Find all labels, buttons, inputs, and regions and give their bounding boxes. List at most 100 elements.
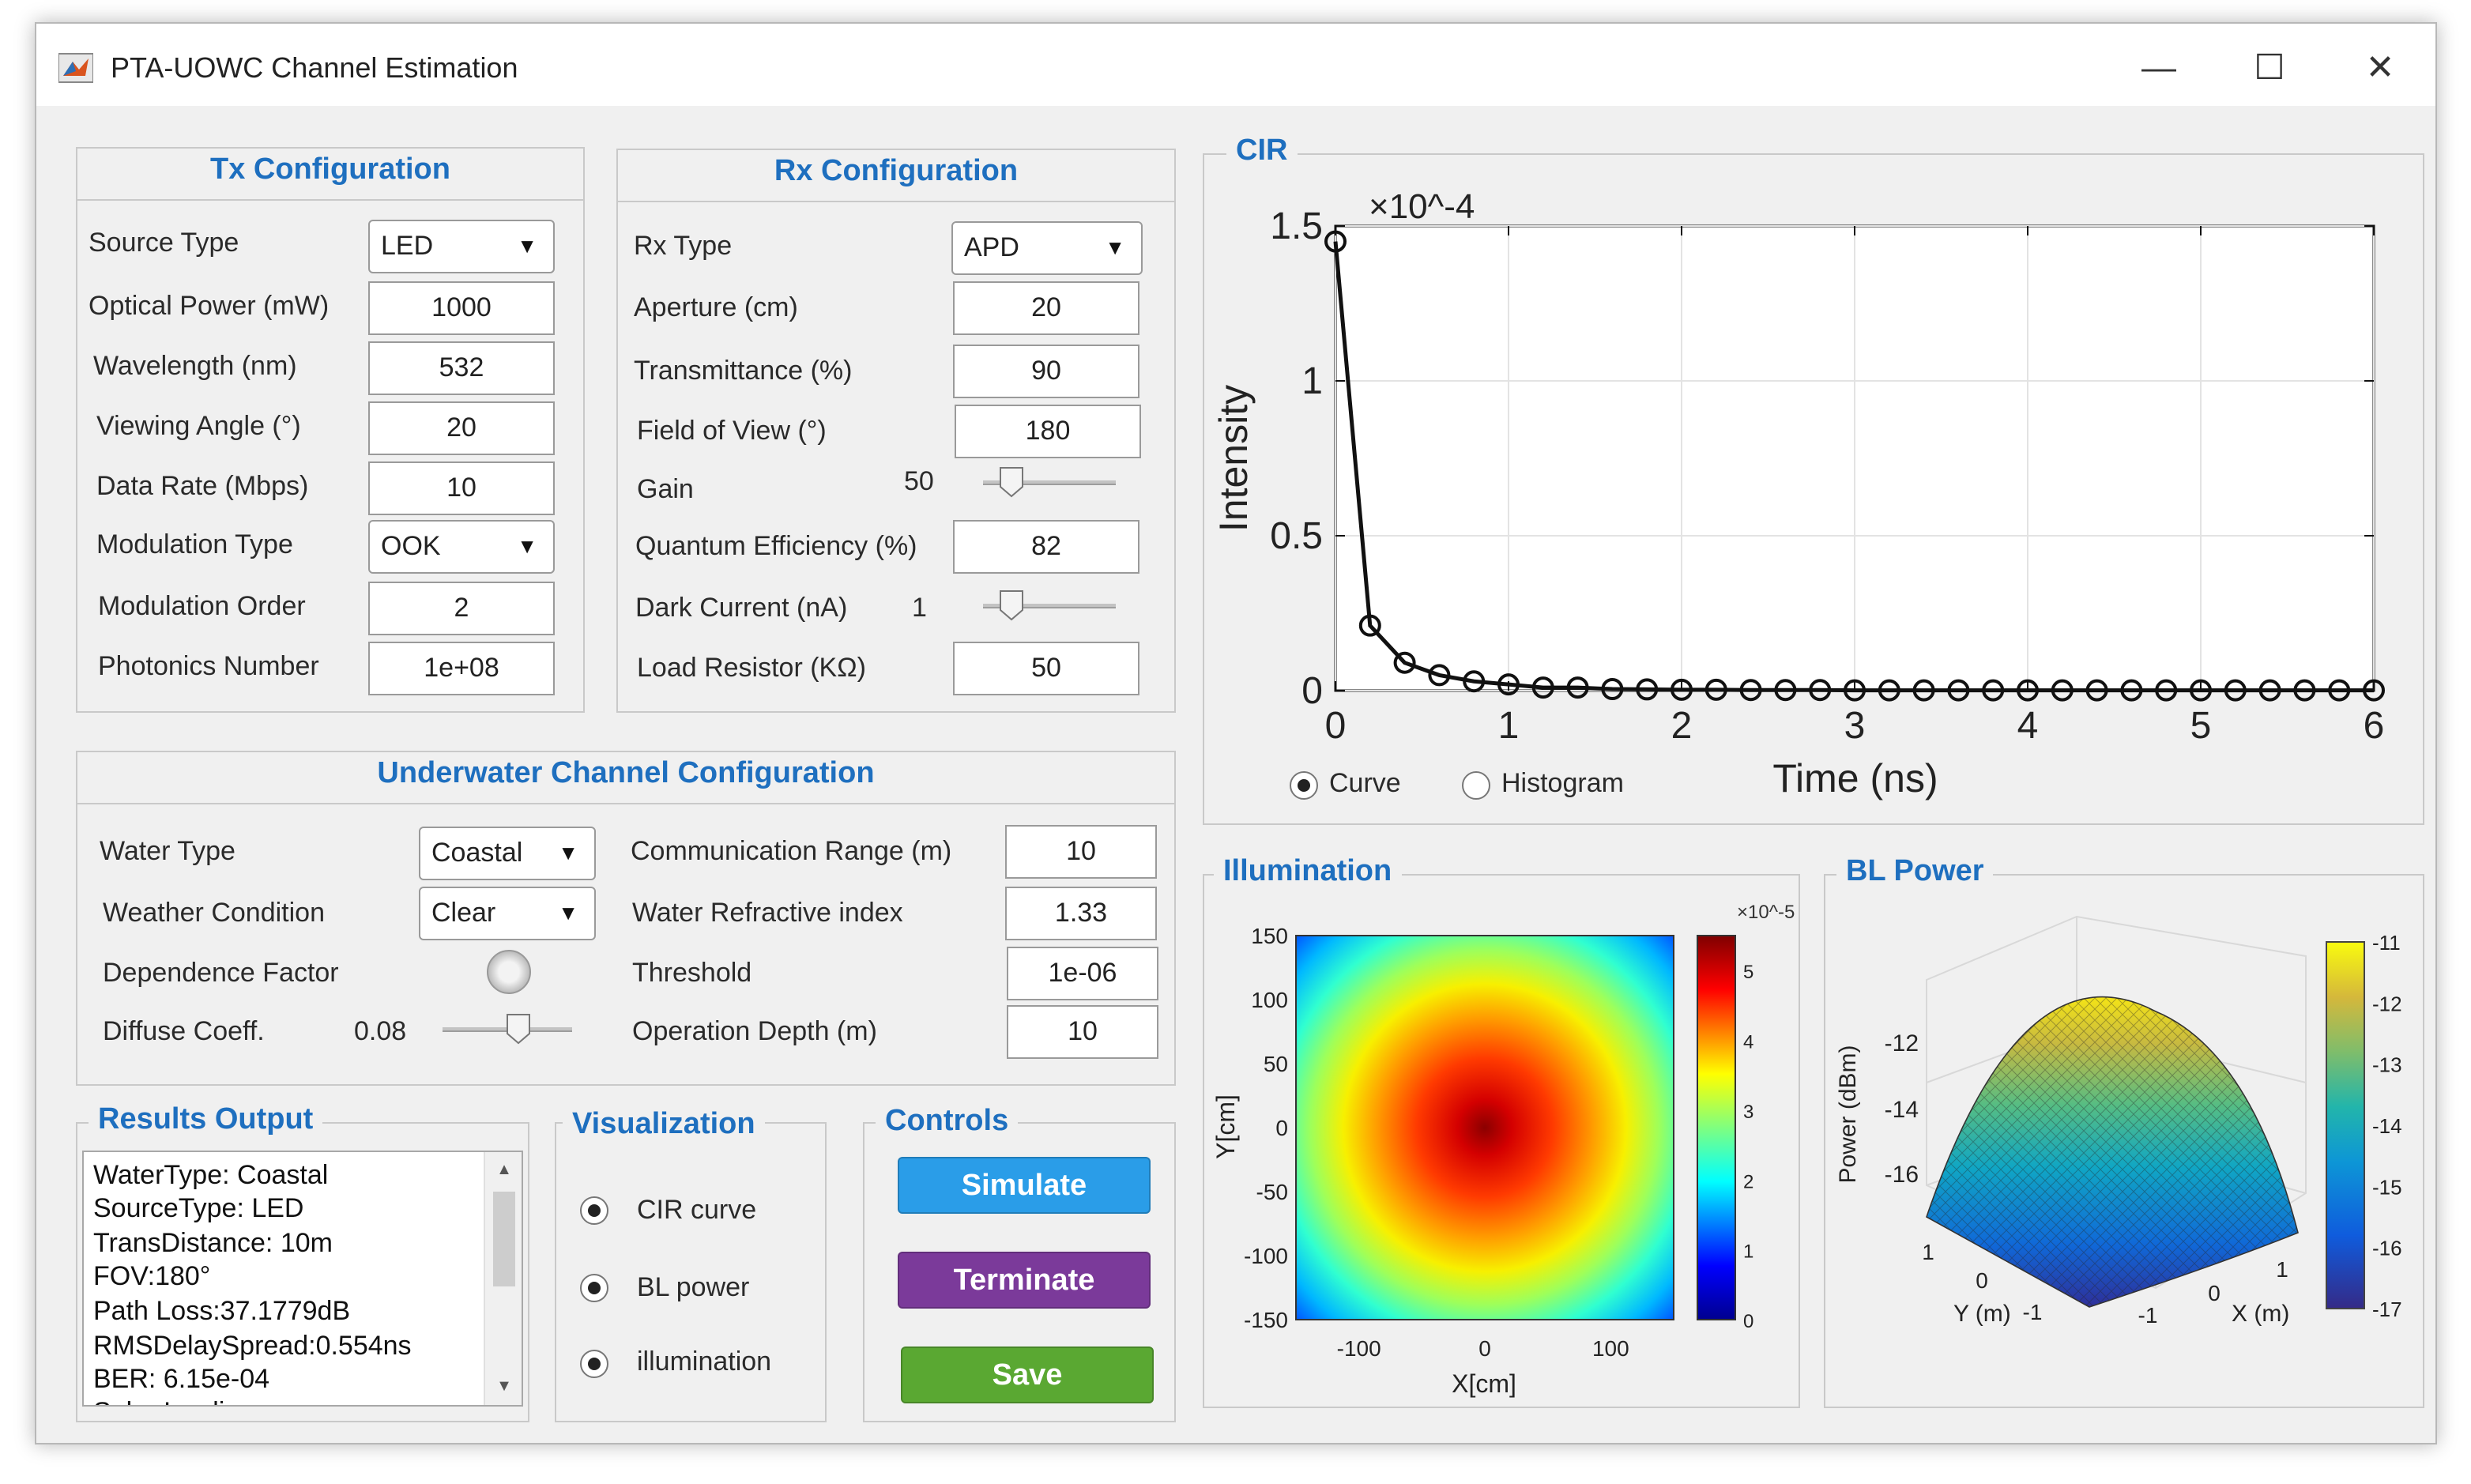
illum-ylabel: Y[cm] xyxy=(1211,1094,1240,1159)
bl-colorbar-tick-label: -12 xyxy=(2372,992,2402,1015)
save-button[interactable]: Save xyxy=(901,1347,1154,1403)
colorbar-tick-label: 5 xyxy=(1743,962,1753,983)
cir-chart: 0 1 2 3 4 5 6 0 0.5 1 1.5 ×10^-4 Intensity Time (n… xyxy=(1211,187,2385,800)
cir-x-tick-label: 4 xyxy=(2017,705,2039,747)
load-resistor-input[interactable]: 50 xyxy=(953,642,1139,695)
results-panel-title: Results Output xyxy=(89,1103,323,1138)
communication-range-input[interactable]: 10 xyxy=(1005,825,1157,879)
bl-power-radio[interactable] xyxy=(580,1274,608,1302)
close-button[interactable]: ✕ xyxy=(2365,47,2395,87)
water-type-dropdown[interactable]: Coastal ▼ xyxy=(419,827,596,880)
cir-x-tick-label: 3 xyxy=(1844,705,1866,747)
rx-type-dropdown[interactable]: APD ▼ xyxy=(951,221,1143,275)
surface-mesh xyxy=(1927,996,2298,1307)
source-type-label: Source Type xyxy=(89,228,239,258)
chevron-down-icon: ▼ xyxy=(558,841,578,864)
results-scrollbar[interactable]: ▲ ▼ xyxy=(484,1152,522,1405)
bl-y-tick-label: -1 xyxy=(2023,1300,2043,1324)
fov-input[interactable]: 180 xyxy=(955,405,1141,458)
controls-panel-title: Controls xyxy=(876,1105,1019,1139)
weather-condition-dropdown[interactable]: Clear ▼ xyxy=(419,887,596,940)
histogram-radio[interactable] xyxy=(1462,771,1490,800)
cir-data-point xyxy=(1393,651,1416,674)
operation-depth-input[interactable]: 10 xyxy=(1007,1005,1158,1059)
bl-x-tick-label: 1 xyxy=(2276,1257,2288,1282)
diffuse-coeff-label: Diffuse Coeff. xyxy=(103,1016,265,1046)
window-title: PTA-UOWC Channel Estimation xyxy=(111,52,518,84)
optical-power-input[interactable]: 1000 xyxy=(368,281,555,335)
wavelength-label: Wavelength (nm) xyxy=(93,351,297,381)
cir-xlabel: Time (ns) xyxy=(1772,756,1938,800)
cir-data-point xyxy=(1809,679,1832,702)
dark-current-slider[interactable] xyxy=(983,589,1116,621)
diffuse-coeff-slider[interactable] xyxy=(443,1013,572,1045)
wavelength-input[interactable]: 532 xyxy=(368,341,555,395)
bl-colorbar-tick-label: -13 xyxy=(2372,1053,2402,1077)
cir-data-point xyxy=(2224,679,2247,702)
optical-power-label: Optical Power (mW) xyxy=(89,291,330,321)
channel-panel-title: Underwater Channel Configuration xyxy=(377,757,875,790)
minimize-button[interactable]: — xyxy=(2141,47,2176,87)
illumination-panel-title: Illumination xyxy=(1214,855,1402,890)
simulate-button[interactable]: Simulate xyxy=(898,1157,1151,1214)
modulation-type-label: Modulation Type xyxy=(96,529,293,559)
scroll-up-icon[interactable]: ▲ xyxy=(496,1162,512,1179)
weather-condition-label: Weather Condition xyxy=(103,898,325,928)
results-line: Path Loss:37.1779dB xyxy=(93,1296,351,1326)
results-line: Solar Irradiance xyxy=(93,1397,283,1405)
dark-current-value: 1 xyxy=(912,593,927,623)
aperture-input[interactable]: 20 xyxy=(953,281,1139,335)
title-bar: PTA-UOWC Channel Estimation — ☐ ✕ xyxy=(36,24,2435,106)
colorbar-tick-label: 3 xyxy=(1743,1102,1753,1123)
slider-thumb[interactable] xyxy=(999,466,1024,498)
gain-slider[interactable] xyxy=(983,466,1116,498)
viewing-angle-input[interactable]: 20 xyxy=(368,401,555,455)
slider-thumb[interactable] xyxy=(505,1013,530,1045)
scrollbar-thumb[interactable] xyxy=(493,1192,515,1286)
source-type-dropdown[interactable]: LED ▼ xyxy=(368,220,555,273)
quantum-efficiency-input[interactable]: 82 xyxy=(953,520,1139,574)
modulation-type-dropdown[interactable]: OOK ▼ xyxy=(368,520,555,574)
quantum-efficiency-label: Quantum Efficiency (%) xyxy=(635,531,917,561)
water-type-label: Water Type xyxy=(100,836,235,866)
bl-x-tick-label: 0 xyxy=(2208,1281,2221,1305)
curve-radio[interactable] xyxy=(1290,771,1318,800)
results-line: RMSDelaySpread:0.554ns xyxy=(93,1331,412,1361)
illum-x-tick-label: 100 xyxy=(1592,1336,1629,1361)
transmittance-input[interactable]: 90 xyxy=(953,345,1139,398)
water-refractive-input[interactable]: 1.33 xyxy=(1005,887,1157,940)
dependence-factor-knob[interactable] xyxy=(487,950,531,994)
results-textarea[interactable]: WaterType: Coastal SourceType: LED Trans… xyxy=(82,1151,523,1407)
photonics-number-input[interactable]: 1e+08 xyxy=(368,642,555,695)
cir-data-point xyxy=(1324,230,1347,253)
cir-x-tick-label: 1 xyxy=(1498,705,1520,747)
cir-data-point xyxy=(1428,664,1451,687)
bl-zlabel: Power (dBm) xyxy=(1835,1045,1861,1183)
water-refractive-label: Water Refractive index xyxy=(632,898,903,928)
cir-data-point xyxy=(1982,679,2005,702)
fov-label: Field of View (°) xyxy=(637,416,827,446)
bl-colorbar-tick-label: -15 xyxy=(2372,1175,2402,1199)
rx-panel-title: Rx Configuration xyxy=(774,155,1019,188)
illumination-heatmap: -100 0 100 150 100 50 0 -50 -100 -150 5 4 3 2 1 0 ×10^… xyxy=(1211,902,1795,1398)
slider-thumb[interactable] xyxy=(999,589,1024,621)
data-rate-input[interactable]: 10 xyxy=(368,461,555,515)
scroll-down-icon[interactable]: ▼ xyxy=(496,1378,512,1395)
gain-value: 50 xyxy=(904,466,934,496)
cir-data-point xyxy=(1947,679,1970,702)
terminate-button[interactable]: Terminate xyxy=(898,1252,1151,1309)
cir-data-point xyxy=(2363,679,2385,702)
illum-x-tick-label: -100 xyxy=(1337,1336,1381,1361)
illumination-radio[interactable] xyxy=(580,1350,608,1378)
maximize-button[interactable]: ☐ xyxy=(2254,47,2285,87)
modulation-order-input[interactable]: 2 xyxy=(368,582,555,635)
threshold-input[interactable]: 1e-06 xyxy=(1007,947,1158,1000)
illum-xlabel: X[cm] xyxy=(1452,1369,1516,1398)
cir-data-point xyxy=(1774,679,1797,702)
cir-curve-radio[interactable] xyxy=(580,1196,608,1225)
bl-ylabel: Y (m) xyxy=(1953,1301,2011,1327)
illum-y-tick-label: 0 xyxy=(1275,1116,1288,1140)
bl-xlabel: X (m) xyxy=(2232,1301,2289,1327)
chevron-down-icon: ▼ xyxy=(558,901,578,925)
matlab-logo-icon xyxy=(58,53,93,83)
